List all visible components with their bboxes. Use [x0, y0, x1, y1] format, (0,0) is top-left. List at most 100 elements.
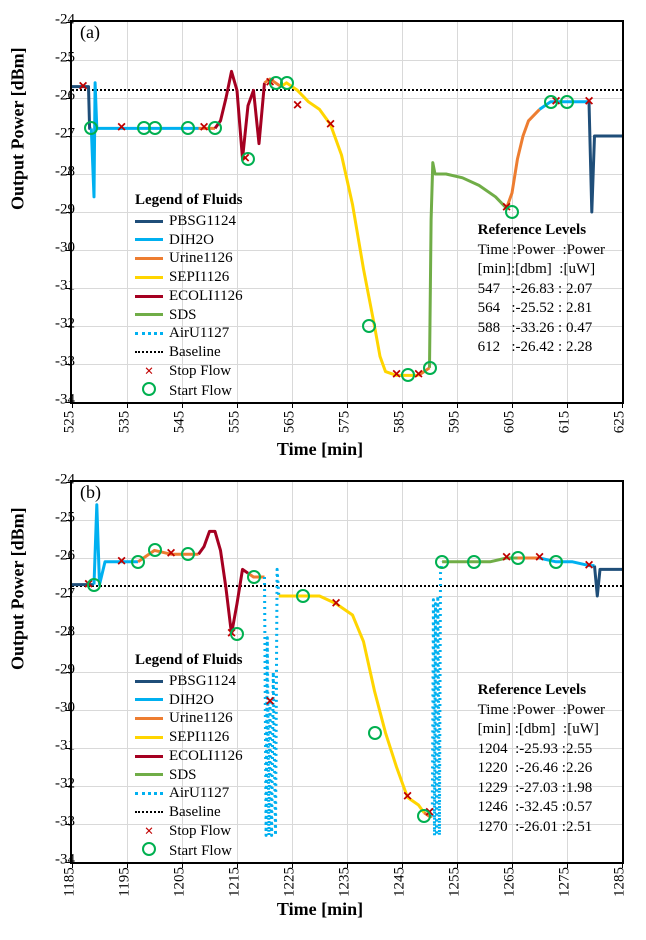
y-tick: -32 — [35, 316, 75, 333]
legend-item: ×Stop Flow — [135, 822, 243, 842]
start-flow-marker — [241, 152, 255, 166]
start-flow-marker — [208, 121, 222, 135]
x-tick: 625 — [609, 414, 632, 431]
start-flow-marker — [549, 555, 563, 569]
ref-row: 588 :-33.26 : 0.47 — [478, 319, 605, 339]
legend-item: Start Flow — [135, 382, 243, 402]
x-tick: 535 — [114, 414, 137, 431]
series-DIH2O — [91, 83, 198, 197]
y-tick: -31 — [35, 738, 75, 755]
y-tick: -26 — [35, 88, 75, 105]
ref-title: Reference Levels — [478, 221, 605, 241]
y-axis-label: Output Power [dBm] — [8, 507, 29, 670]
legend: Legend of FluidsPBSG1124DIH2OUrine1126SE… — [135, 191, 243, 402]
x-tick: 545 — [169, 414, 192, 431]
stop-flow-marker: × — [293, 97, 302, 115]
legend-item: Urine1126 — [135, 249, 243, 268]
x-tick: 575 — [334, 414, 357, 431]
y-tick: -28 — [35, 624, 75, 641]
legend-item: Urine1126 — [135, 709, 243, 728]
stop-flow-marker: × — [535, 549, 544, 567]
stop-flow-marker: × — [265, 693, 274, 711]
x-tick: 525 — [59, 414, 82, 431]
legend-item: SDS — [135, 306, 243, 325]
series-SEPI1126 — [281, 83, 419, 376]
start-flow-marker — [148, 543, 162, 557]
x-tick: 555 — [224, 414, 247, 431]
y-tick: -24 — [35, 12, 75, 29]
y-tick: -29 — [35, 202, 75, 219]
x-tick: 595 — [444, 414, 467, 431]
ref-row: 612 :-26.42 : 2.28 — [478, 338, 605, 358]
ref-row: 547 :-26.83 : 2.07 — [478, 280, 605, 300]
stop-flow-marker: × — [584, 93, 593, 111]
y-tick: -28 — [35, 164, 75, 181]
y-tick: -24 — [35, 472, 75, 489]
stop-flow-marker: × — [166, 545, 175, 563]
x-tick: 1255 — [440, 874, 470, 891]
x-tick: 615 — [554, 414, 577, 431]
ref-row: 1270 :-26.01 :2.51 — [478, 818, 605, 838]
y-tick: -27 — [35, 586, 75, 603]
series-ECOLI1126 — [199, 531, 249, 634]
panel-label: (a) — [80, 22, 100, 43]
legend-item: Baseline — [135, 343, 243, 362]
series-SEPI1126 — [279, 596, 424, 813]
stop-flow-marker: × — [584, 557, 593, 575]
y-tick: -27 — [35, 126, 75, 143]
legend-item: Start Flow — [135, 842, 243, 862]
start-flow-marker — [181, 121, 195, 135]
stop-flow-marker: × — [78, 78, 87, 96]
series-PBSG1124 — [589, 102, 622, 212]
y-tick: -30 — [35, 700, 75, 717]
legend-item: PBSG1124 — [135, 212, 243, 231]
x-tick: 585 — [389, 414, 412, 431]
legend: Legend of FluidsPBSG1124DIH2OUrine1126SE… — [135, 651, 243, 862]
panel-label: (b) — [80, 482, 101, 503]
chart-panel-a: Output Power [dBm]××××××××××××-34-33-32-… — [10, 10, 630, 460]
legend-item: DIH2O — [135, 691, 243, 710]
ref-row: 564 :-25.52 : 2.81 — [478, 299, 605, 319]
stop-flow-marker: × — [117, 119, 126, 137]
x-tick: 1245 — [385, 874, 415, 891]
stop-flow-marker: × — [403, 788, 412, 806]
start-flow-marker — [247, 570, 261, 584]
x-tick: 605 — [499, 414, 522, 431]
legend-item: ECOLI1126 — [135, 747, 243, 766]
x-axis-label: Time [min] — [277, 439, 363, 460]
legend-item: DIH2O — [135, 231, 243, 250]
start-flow-marker — [280, 76, 294, 90]
start-flow-marker — [148, 121, 162, 135]
stop-flow-marker: × — [331, 595, 340, 613]
start-flow-marker — [511, 551, 525, 565]
legend-item: PBSG1124 — [135, 672, 243, 691]
y-tick: -31 — [35, 278, 75, 295]
series-AirU1127 — [432, 562, 442, 836]
start-flow-marker — [87, 578, 101, 592]
x-tick: 1205 — [165, 874, 195, 891]
y-tick: -25 — [35, 510, 75, 527]
ref-header: Time :Power :Power [min] :[dbm] :[uW] — [478, 701, 605, 740]
y-tick: -34 — [35, 392, 75, 409]
start-flow-marker — [181, 547, 195, 561]
start-flow-marker — [84, 121, 98, 135]
y-tick: -33 — [35, 354, 75, 371]
stop-flow-marker: × — [117, 553, 126, 571]
x-axis-label: Time [min] — [277, 899, 363, 920]
start-flow-marker — [544, 95, 558, 109]
legend-item: ECOLI1126 — [135, 287, 243, 306]
legend-item: ×Stop Flow — [135, 362, 243, 382]
ref-title: Reference Levels — [478, 681, 605, 701]
x-tick: 1215 — [220, 874, 250, 891]
x-tick: 1225 — [275, 874, 305, 891]
start-flow-marker — [467, 555, 481, 569]
start-flow-marker — [131, 555, 145, 569]
series-PBSG1124 — [595, 566, 623, 596]
start-flow-marker — [560, 95, 574, 109]
legend-item: SDS — [135, 766, 243, 785]
y-tick: -32 — [35, 776, 75, 793]
y-tick: -33 — [35, 814, 75, 831]
start-flow-marker — [368, 726, 382, 740]
chart-panel-b: Output Power [dBm]×××××××××××-34-33-32-3… — [10, 470, 630, 920]
x-tick: 1285 — [605, 874, 635, 891]
